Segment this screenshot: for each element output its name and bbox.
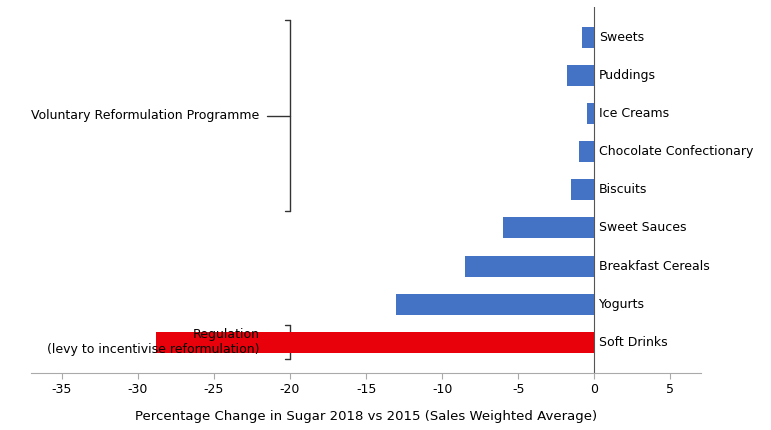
- Bar: [587, 103, 594, 124]
- Text: Breakfast Cereals: Breakfast Cereals: [599, 260, 709, 273]
- Text: Yogurts: Yogurts: [599, 298, 645, 310]
- Text: Puddings: Puddings: [599, 69, 656, 82]
- Text: Ice Creams: Ice Creams: [599, 107, 669, 120]
- Text: Voluntary Reformulation Programme: Voluntary Reformulation Programme: [32, 109, 260, 122]
- Bar: [157, 332, 594, 353]
- Text: Regulation
(levy to incentivise reformulation): Regulation (levy to incentivise reformul…: [47, 328, 260, 356]
- Text: Biscuits: Biscuits: [599, 183, 647, 197]
- Bar: [396, 294, 594, 315]
- Bar: [579, 141, 594, 162]
- Text: Sweet Sauces: Sweet Sauces: [599, 221, 686, 234]
- Bar: [465, 255, 594, 276]
- Text: Soft Drinks: Soft Drinks: [599, 336, 668, 349]
- Text: Chocolate Confectionary: Chocolate Confectionary: [599, 145, 753, 158]
- Bar: [571, 179, 594, 200]
- Bar: [582, 27, 594, 48]
- X-axis label: Percentage Change in Sugar 2018 vs 2015 (Sales Weighted Average): Percentage Change in Sugar 2018 vs 2015 …: [135, 410, 598, 423]
- Bar: [503, 218, 594, 238]
- Text: Sweets: Sweets: [599, 31, 644, 44]
- Bar: [567, 65, 594, 86]
